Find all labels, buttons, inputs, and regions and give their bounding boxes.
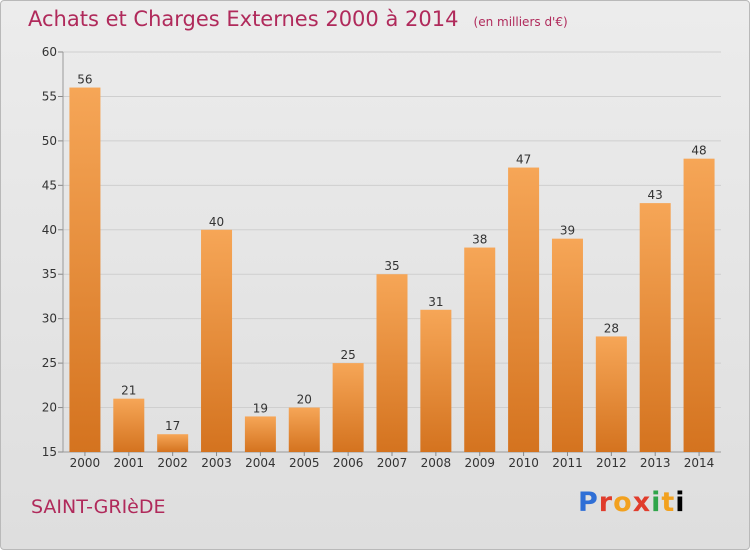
x-tick-label: 2011 <box>552 456 583 470</box>
bar <box>508 167 540 453</box>
tick-labels: 15 20 25 30 35 40 45 50 55 60 2000 2001 2002 2003 2004… <box>42 45 715 470</box>
proxiti-logo[interactable]: Proxiti <box>578 487 686 518</box>
bar <box>244 416 276 452</box>
y-tick-label: 40 <box>42 223 57 237</box>
bar <box>376 274 408 452</box>
chart-unit: (en milliers d'€) <box>473 15 568 29</box>
logo-letter: i <box>675 487 686 518</box>
bar <box>420 309 452 452</box>
bar <box>639 203 671 452</box>
data-label: 20 <box>297 393 312 407</box>
y-tick-label: 45 <box>42 178 57 192</box>
commune-name: SAINT-GRIèDE <box>31 496 166 518</box>
bar <box>683 158 715 452</box>
logo-letter: r <box>598 487 614 518</box>
y-tick-label: 20 <box>42 401 57 415</box>
data-label: 17 <box>165 419 180 433</box>
y-tick-label: 30 <box>42 312 57 326</box>
bar <box>551 238 583 452</box>
x-tick-label: 2009 <box>464 456 495 470</box>
data-label: 28 <box>604 321 619 335</box>
y-tick-label: 55 <box>42 89 57 103</box>
x-tick-label: 2005 <box>289 456 320 470</box>
bar <box>288 407 320 452</box>
data-label: 47 <box>516 153 531 167</box>
bar <box>595 336 627 452</box>
x-tick-label: 2003 <box>201 456 232 470</box>
data-label: 19 <box>253 401 268 415</box>
bar <box>157 434 189 452</box>
data-label: 31 <box>428 295 443 309</box>
bar <box>201 229 233 452</box>
bar <box>332 363 364 452</box>
x-tick-label: 2012 <box>596 456 627 470</box>
x-tick-label: 2000 <box>70 456 101 470</box>
y-tick-label: 15 <box>42 445 57 459</box>
data-label: 56 <box>77 73 92 87</box>
y-tick-label: 35 <box>42 267 57 281</box>
x-tick-label: 2007 <box>377 456 408 470</box>
x-tick-label: 2006 <box>333 456 364 470</box>
x-tick-label: 2001 <box>114 456 145 470</box>
logo-letter: t <box>661 487 676 518</box>
bars <box>69 87 715 453</box>
bar <box>69 87 101 453</box>
logo-letter: i <box>651 487 662 518</box>
data-label: 39 <box>560 224 575 238</box>
y-tick-label: 25 <box>42 356 57 370</box>
logo-letter: P <box>578 487 599 518</box>
data-label: 43 <box>648 188 663 202</box>
y-tick-label: 50 <box>42 134 57 148</box>
data-labels: 56 21 17 40 19 20 25 35 31 38 47 39 28 43 48 <box>77 73 706 434</box>
data-label: 21 <box>121 384 136 398</box>
y-tick-label: 60 <box>42 45 57 59</box>
chart-title: Achats et Charges Externes 2000 à 2014 <box>28 7 459 31</box>
bar <box>464 247 496 452</box>
logo-letter: x <box>632 487 652 518</box>
chart-title-block: Achats et Charges Externes 2000 à 2014 (… <box>28 7 568 31</box>
x-tick-label: 2010 <box>508 456 539 470</box>
data-label: 48 <box>691 144 706 158</box>
data-label: 35 <box>384 259 399 273</box>
data-label: 25 <box>340 348 355 362</box>
x-tick-label: 2013 <box>640 456 671 470</box>
logo-letter: o <box>613 487 633 518</box>
x-tick-label: 2002 <box>157 456 188 470</box>
x-tick-label: 2014 <box>684 456 715 470</box>
x-tick-label: 2008 <box>421 456 452 470</box>
data-label: 40 <box>209 215 224 229</box>
x-tick-label: 2004 <box>245 456 276 470</box>
bar <box>113 398 145 452</box>
data-label: 38 <box>472 233 487 247</box>
